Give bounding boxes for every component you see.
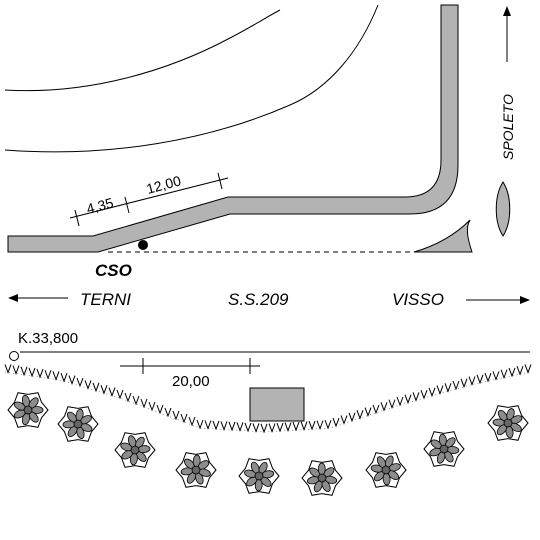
hedge-fringe bbox=[4, 364, 532, 434]
spoleto-direction: SPOLETO bbox=[500, 6, 516, 160]
terni-direction: TERNI bbox=[8, 290, 131, 309]
lens-island bbox=[495, 181, 511, 237]
tree-icon bbox=[57, 406, 99, 442]
arrow-left-icon bbox=[8, 294, 18, 302]
visso-direction: VISSO bbox=[392, 290, 530, 309]
arrow-right-icon bbox=[520, 296, 530, 304]
road-ramp bbox=[7, 4, 459, 253]
arrow-up-icon bbox=[503, 6, 511, 16]
tree-icon bbox=[301, 460, 343, 496]
circle-marker-icon bbox=[9, 351, 19, 361]
tree-icon bbox=[365, 452, 407, 488]
building bbox=[249, 387, 305, 422]
road-name-label: S.S.209 bbox=[228, 290, 289, 309]
visso-label: VISSO bbox=[392, 290, 444, 309]
bottom-dimension: 20,00 bbox=[120, 358, 260, 390]
cso-point bbox=[138, 240, 148, 250]
tree-icon bbox=[238, 458, 280, 494]
km-label: K.33,800 bbox=[18, 330, 78, 347]
terni-label: TERNI bbox=[80, 290, 131, 309]
tree-icon bbox=[175, 452, 217, 488]
tree-icon bbox=[423, 431, 465, 467]
spoleto-label: SPOLETO bbox=[500, 94, 516, 160]
dimension-label-left: 4,35 bbox=[85, 194, 116, 217]
tree-icon bbox=[7, 392, 49, 428]
cso-label: CSO bbox=[95, 261, 132, 280]
dimension-label-bottom: 20,00 bbox=[172, 373, 210, 390]
contour-line-lower bbox=[4, 4, 379, 153]
contour-line-upper bbox=[4, 9, 281, 92]
tree-row bbox=[7, 392, 529, 496]
traffic-island bbox=[413, 219, 473, 253]
tree-icon bbox=[114, 432, 156, 468]
dimension-label-right: 12,00 bbox=[145, 172, 183, 197]
tree-icon bbox=[487, 405, 529, 441]
